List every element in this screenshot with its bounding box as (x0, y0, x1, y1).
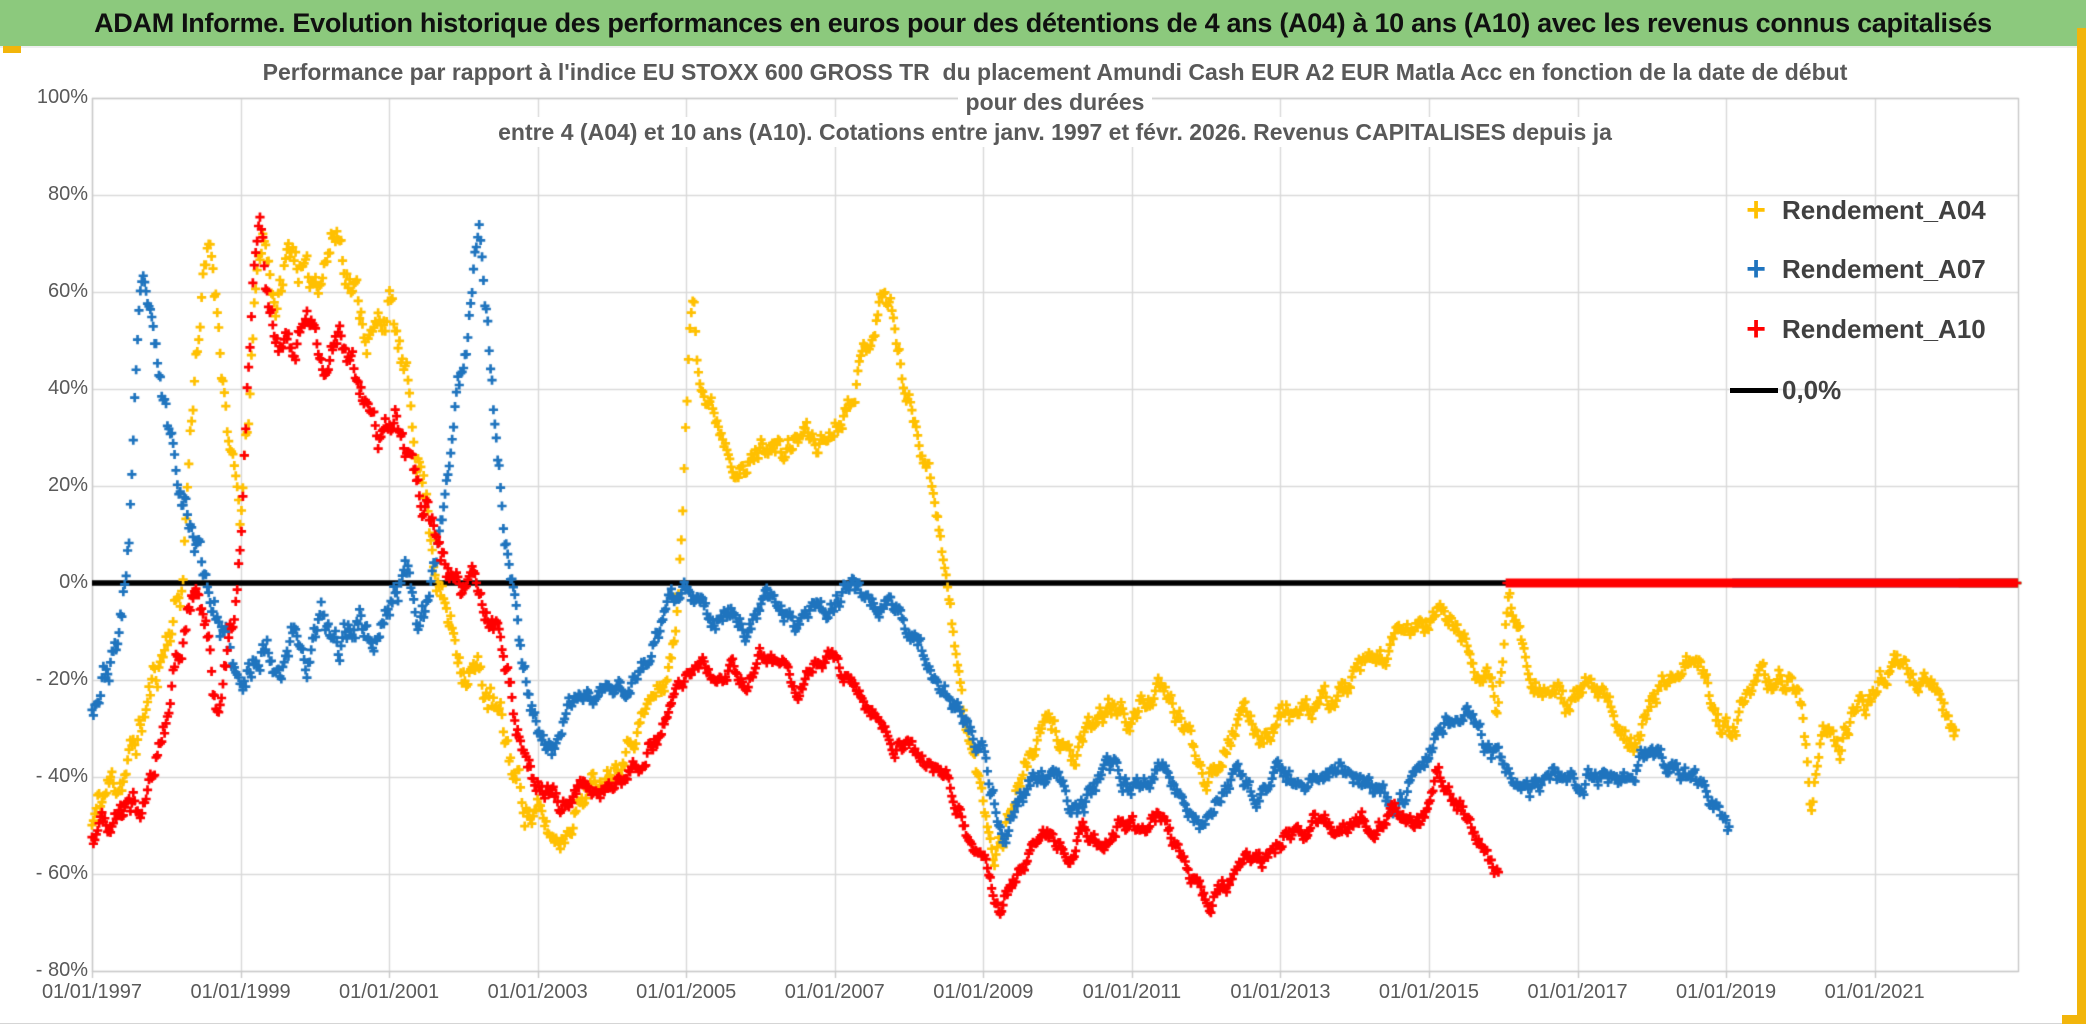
legend-entry-a07[interactable]: + Rendement_A07 (1730, 249, 1986, 289)
banner-underline (0, 46, 2086, 48)
y-axis-tick-label: 0% (59, 571, 88, 593)
y-axis-tick-label: 100% (36, 86, 88, 108)
legend-label: Rendement_A07 (1782, 253, 1986, 284)
legend-entry-a10[interactable]: + Rendement_A10 (1730, 309, 1986, 349)
x-axis-tick-label: 01/01/2007 (784, 981, 885, 1003)
banner: ADAM Informe. Evolution historique des p… (0, 0, 2086, 46)
x-axis-tick-label: 01/01/2017 (1527, 981, 1628, 1003)
gold-right-strip (2077, 28, 2086, 1023)
plus-marker-icon: + (1746, 310, 1766, 348)
x-axis-tick-label: 01/01/1999 (190, 981, 291, 1003)
x-axis-tick-label: 01/01/2003 (487, 981, 588, 1003)
x-axis-tick-label: 01/01/2021 (1824, 981, 1925, 1003)
y-axis-tick-label: 20% (47, 474, 88, 496)
plus-marker-icon: + (1746, 191, 1766, 229)
y-axis-tick-label: - 60% (35, 862, 88, 884)
legend-label: Rendement_A10 (1782, 313, 1986, 344)
gold-bottom-corner (2062, 1015, 2086, 1024)
chart-title-line1: Performance par rapport à l'indice EU ST… (254, 57, 1856, 87)
y-axis-tick-label: - 40% (35, 765, 88, 787)
y-axis-tick-label: 40% (47, 377, 88, 399)
legend-entry-zero-line[interactable]: 0,0% (1730, 370, 1841, 410)
legend-entry-a04[interactable]: + Rendement_A04 (1730, 190, 1986, 230)
x-axis-tick-label: 01/01/2011 (1082, 981, 1182, 1003)
x-axis-tick-label: 01/01/2015 (1378, 981, 1480, 1003)
x-axis-tick-label: 01/01/1997 (41, 981, 143, 1003)
banner-title: ADAM Informe. Evolution historique des p… (94, 7, 1992, 38)
x-axis-tick-label: 01/01/2019 (1676, 981, 1777, 1003)
y-axis-tick-label: - 80% (35, 959, 88, 981)
gold-tab-accent (3, 46, 21, 53)
legend-label: 0,0% (1782, 374, 1842, 405)
y-axis-tick-label: 60% (47, 280, 88, 302)
x-axis-tick-label: 01/01/2001 (339, 981, 440, 1003)
x-axis-tick-label: 01/01/2013 (1230, 981, 1331, 1003)
bottom-divider (0, 1023, 2086, 1024)
chart-title: Performance par rapport à l'indice EU ST… (92, 57, 2018, 147)
y-axis-tick-label: - 20% (35, 668, 88, 690)
zero-line-swatch-icon (1730, 387, 1778, 393)
chart-title-line3: entre 4 (A04) et 10 ans (A10). Cotations… (490, 117, 1620, 147)
chart-title-line2: pour des durées (957, 87, 1153, 117)
x-axis-tick-label: 01/01/2009 (933, 981, 1034, 1003)
y-axis-tick-label: 80% (47, 183, 88, 205)
legend-label: Rendement_A04 (1782, 194, 1986, 225)
plus-marker-icon: + (1746, 250, 1766, 288)
x-axis-tick-label: 01/01/2005 (636, 981, 737, 1003)
